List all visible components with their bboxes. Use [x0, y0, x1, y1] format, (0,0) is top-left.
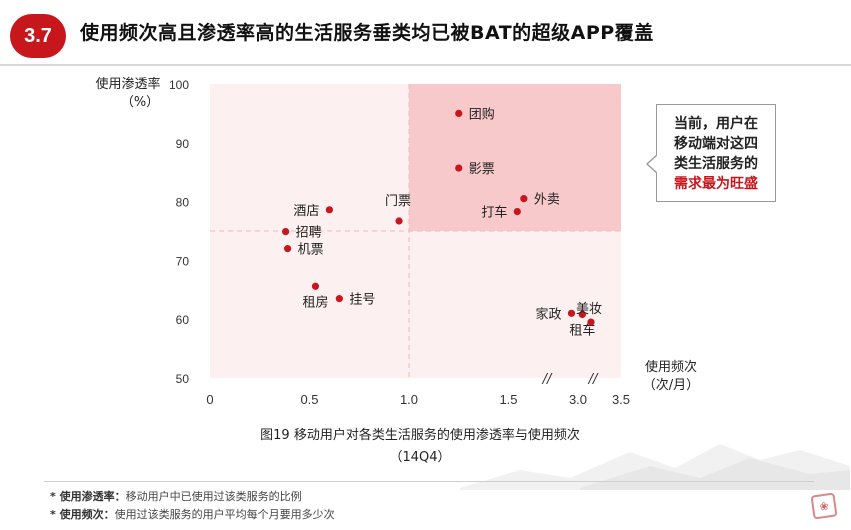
- point-label: 打车: [481, 205, 507, 221]
- x-axis-title: 使用频次: [645, 359, 697, 375]
- point-label: 租车: [569, 322, 595, 338]
- axis-break-mark: //: [588, 372, 599, 387]
- point-label: 租房: [302, 294, 328, 310]
- note-frequency-text: 使用过该类服务的用户平均每个月要用多少次: [114, 508, 335, 521]
- caption-period: （14Q4）: [389, 450, 451, 465]
- note-penetration-text: 移动用户中已使用过该类服务的比例: [125, 490, 302, 503]
- data-point: [395, 217, 403, 225]
- data-point: [513, 207, 521, 216]
- point-label: 美妆: [576, 302, 602, 317]
- data-point: [578, 310, 586, 319]
- note-penetration-label: * 使用渗透率：: [50, 490, 126, 503]
- note-penetration: * 使用渗透率：移动用户中已使用过该类服务的比例: [50, 488, 302, 504]
- axis-break-mark: //: [542, 372, 553, 387]
- y-tick-label: 50: [176, 372, 190, 386]
- data-point: [282, 227, 290, 236]
- point-label: 挂号: [349, 293, 375, 308]
- callout-line-3: 类生活服务的: [674, 156, 758, 172]
- callout-line-2: 移动端对这四: [674, 136, 758, 152]
- caption-title: 图19 移动用户对各类生活服务的使用渗透率与使用频次: [260, 428, 580, 443]
- y-tick-label: 100: [169, 78, 189, 92]
- x-axis-unit: （次/月）: [643, 377, 699, 393]
- note-frequency-label: * 使用频次：: [50, 508, 115, 521]
- point-label: 招聘: [296, 226, 322, 241]
- x-tick-label: 0.5: [300, 392, 318, 407]
- point-label: 酒店: [293, 204, 319, 219]
- section-number-badge: 3.7: [10, 14, 66, 58]
- point-label: 外卖: [534, 193, 560, 208]
- high-quadrant: [409, 84, 621, 231]
- data-point: [587, 318, 595, 326]
- page-title: 使用频次高且渗透率高的生活服务垂类均已被BAT的超级APP覆盖: [80, 22, 654, 44]
- point-label: 机票: [298, 243, 324, 258]
- data-point: [284, 245, 292, 253]
- figure-caption: 图19 移动用户对各类生活服务的使用渗透率与使用频次 （14Q4）: [210, 425, 630, 469]
- x-tick-label: 3.0: [569, 392, 587, 407]
- point-label: 团购: [469, 106, 495, 122]
- point-label: 家政: [535, 306, 561, 322]
- y-tick-label: 60: [176, 313, 190, 327]
- callout-line-1: 当前，用户在: [674, 116, 758, 132]
- y-tick-label: 90: [176, 137, 190, 151]
- data-point: [325, 206, 333, 214]
- data-point: [455, 109, 463, 117]
- x-tick-label: 1.0: [400, 392, 418, 407]
- mountain-decoration: [460, 444, 850, 490]
- callout-highlight: 需求最为旺盛: [674, 176, 758, 192]
- point-label: 影票: [469, 162, 495, 177]
- y-axis-title: 使用渗透率: [95, 76, 160, 92]
- header-divider: [0, 64, 851, 66]
- data-point: [567, 309, 576, 317]
- data-point: [520, 195, 528, 203]
- callout-pointer-fill: [648, 155, 658, 173]
- x-tick-label: 3.5: [612, 392, 630, 407]
- seal-icon: ❀: [810, 492, 838, 520]
- data-point: [311, 282, 320, 290]
- footer-divider: [44, 481, 814, 482]
- callout-box: 当前，用户在 移动端对这四 类生活服务的 需求最为旺盛: [656, 104, 776, 202]
- data-point: [455, 164, 463, 172]
- data-point: [335, 295, 343, 303]
- x-tick-label: 0: [206, 392, 213, 407]
- point-label: 门票: [385, 194, 411, 209]
- note-frequency: * 使用频次：使用过该类服务的用户平均每个月要用多少次: [50, 506, 335, 522]
- x-tick-label: 1.5: [499, 392, 517, 407]
- y-tick-label: 80: [176, 196, 190, 210]
- y-tick-label: 70: [176, 254, 190, 268]
- y-axis-unit: （%）: [121, 95, 159, 110]
